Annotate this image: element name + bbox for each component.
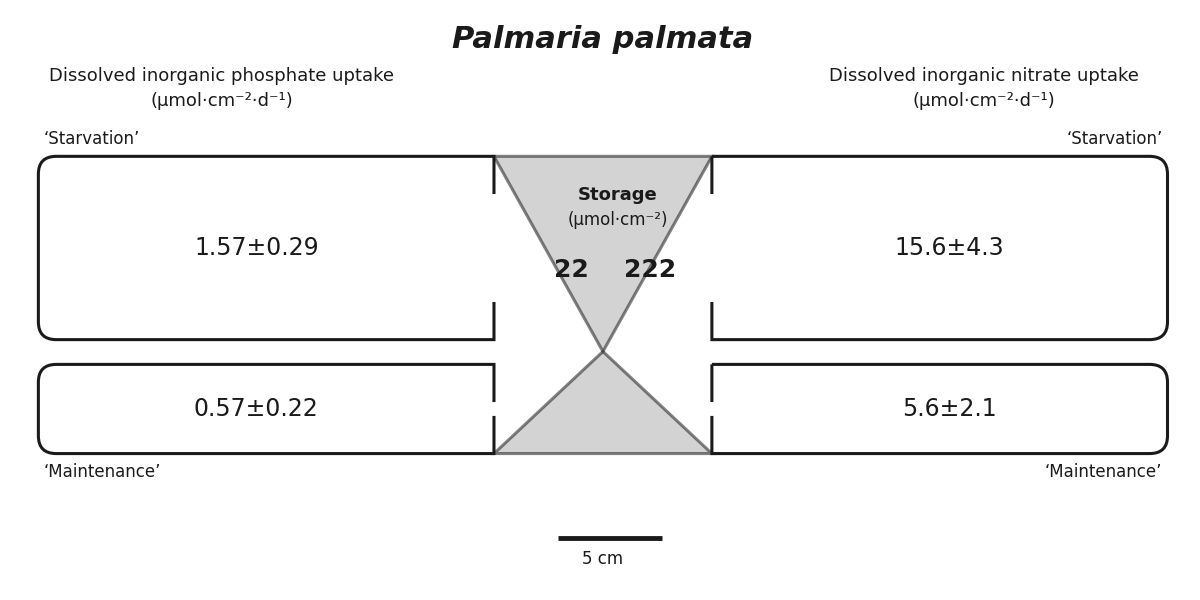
Text: 222: 222 (624, 258, 677, 282)
Text: 22: 22 (554, 258, 589, 282)
Text: Dissolved inorganic nitrate uptake: Dissolved inorganic nitrate uptake (829, 67, 1139, 85)
Text: ‘Maintenance’: ‘Maintenance’ (1045, 463, 1163, 481)
Polygon shape (494, 157, 712, 352)
Text: 15.6±4.3: 15.6±4.3 (895, 236, 1004, 260)
Text: 5.6±2.1: 5.6±2.1 (902, 397, 997, 421)
Text: 0.57±0.22: 0.57±0.22 (194, 397, 319, 421)
Text: Palmaria palmata: Palmaria palmata (452, 25, 754, 53)
Text: (μmol·cm⁻²·d⁻¹): (μmol·cm⁻²·d⁻¹) (913, 92, 1056, 110)
Text: (μmol·cm⁻²·d⁻¹): (μmol·cm⁻²·d⁻¹) (150, 92, 293, 110)
Text: (μmol·cm⁻²): (μmol·cm⁻²) (568, 211, 668, 229)
Polygon shape (494, 352, 712, 454)
Text: 1.57±0.29: 1.57±0.29 (194, 236, 318, 260)
Text: 5 cm: 5 cm (582, 550, 624, 568)
Text: ‘Maintenance’: ‘Maintenance’ (43, 463, 161, 481)
Text: ‘Starvation’: ‘Starvation’ (1066, 130, 1163, 148)
Text: Storage: Storage (578, 186, 658, 204)
Text: ‘Starvation’: ‘Starvation’ (43, 130, 139, 148)
Text: Dissolved inorganic phosphate uptake: Dissolved inorganic phosphate uptake (49, 67, 394, 85)
